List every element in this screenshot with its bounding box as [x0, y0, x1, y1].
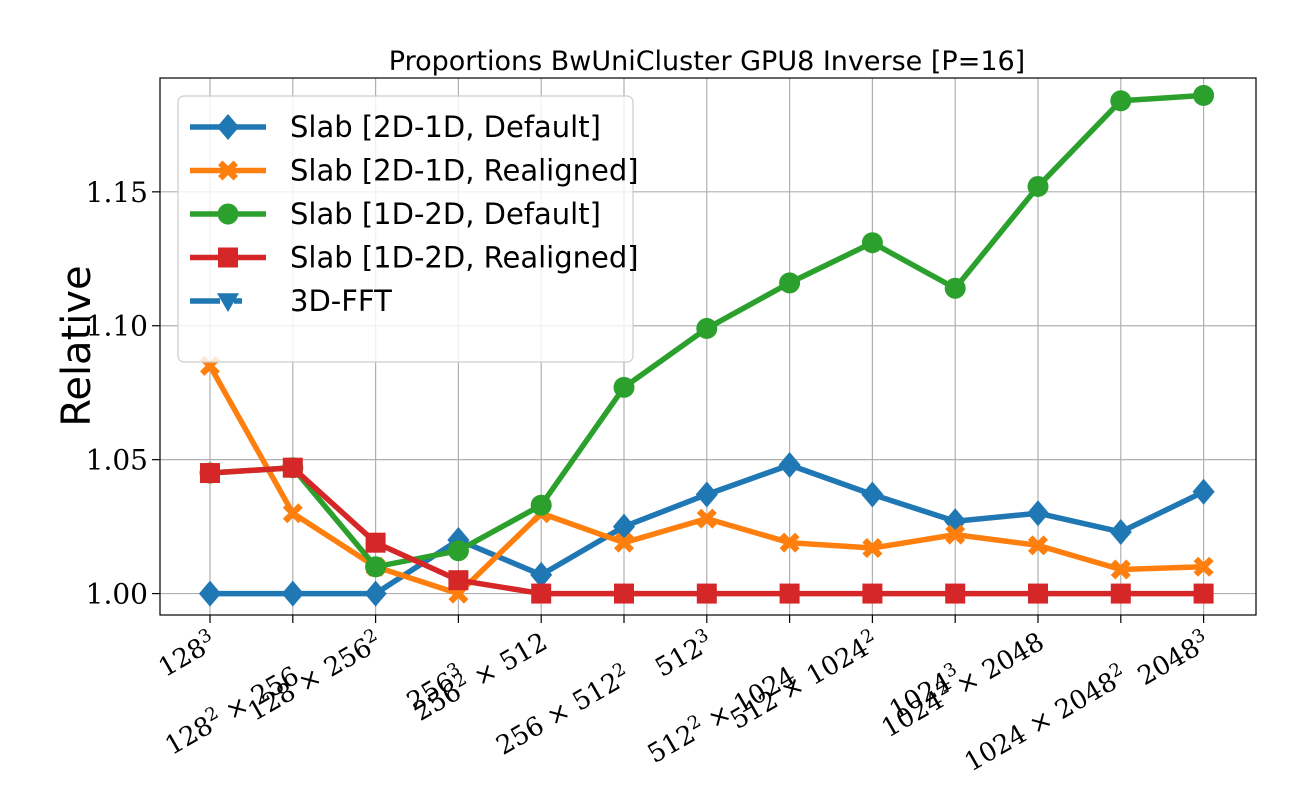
data-point	[696, 317, 718, 339]
series-0	[198, 452, 1215, 607]
data-point	[612, 513, 636, 540]
series-layer	[198, 84, 1215, 607]
data-point	[944, 277, 966, 299]
data-point	[779, 272, 801, 294]
data-point	[282, 503, 303, 524]
y-tick-label: 1.10	[86, 310, 148, 343]
data-point	[530, 561, 553, 588]
data-point	[778, 452, 801, 479]
data-point	[531, 583, 552, 604]
data-point	[696, 583, 717, 604]
chart-title: Proportions BwUniCluster GPU8 Inverse [P…	[389, 46, 1025, 77]
data-point	[281, 580, 304, 607]
data-point	[365, 556, 387, 578]
legend-label: Slab [1D-2D, Realigned]	[290, 241, 639, 275]
x-tick-label: 20483	[1131, 624, 1215, 691]
legend-label: 3D-FFT	[290, 284, 392, 318]
data-point	[779, 583, 800, 604]
data-point	[1028, 535, 1048, 556]
data-point	[696, 508, 717, 529]
data-point	[448, 570, 469, 591]
data-point	[1193, 84, 1215, 106]
legend-box	[177, 95, 634, 363]
data-point	[614, 583, 634, 604]
data-point	[447, 540, 469, 562]
data-point	[530, 494, 552, 516]
data-point	[282, 457, 303, 478]
data-point	[1027, 175, 1049, 197]
legend-item: Slab [1D-2D, Realigned]	[190, 241, 639, 275]
x-tick-label: 1283	[152, 624, 221, 683]
series-3	[200, 457, 1214, 604]
data-point	[198, 580, 222, 607]
data-point	[861, 481, 884, 508]
legend-label: Slab [2D-1D, Realigned]	[290, 154, 639, 188]
legend-marker	[218, 160, 238, 181]
data-point	[1192, 478, 1215, 505]
data-point	[614, 532, 634, 553]
x-tick-label: 512 × 10242	[724, 624, 884, 735]
data-point	[1110, 90, 1132, 112]
legend-marker	[217, 203, 239, 225]
x-tick-label: 5123	[649, 624, 718, 683]
legend-item: Slab [1D-2D, Default]	[190, 197, 601, 231]
data-point	[862, 538, 883, 559]
data-point	[1028, 583, 1048, 604]
legend-marker	[217, 293, 239, 312]
data-point	[1026, 500, 1050, 527]
plot-frame	[159, 77, 1257, 616]
legend-item: 3D-FFT	[190, 284, 392, 318]
data-point	[1110, 559, 1131, 580]
data-point	[365, 532, 386, 553]
y-tick-label: 1.00	[86, 578, 148, 611]
y-tick-label: 1.15	[86, 176, 148, 209]
legend-label: Slab [2D-1D, Default]	[290, 110, 601, 144]
data-point	[945, 583, 966, 604]
legend-marker	[216, 114, 240, 140]
data-point	[1109, 518, 1132, 545]
data-point	[862, 583, 883, 604]
data-point	[200, 463, 220, 484]
data-point	[1193, 583, 1214, 604]
legend-marker	[218, 247, 238, 268]
legend-item: Slab [2D-1D, Realigned]	[190, 154, 639, 188]
legend: Slab [2D-1D, Default] Slab [2D-1D, Realig…	[177, 95, 639, 363]
data-point	[779, 532, 800, 553]
data-point	[364, 580, 387, 607]
data-point	[861, 232, 883, 254]
data-point	[1193, 556, 1214, 577]
y-axis-label: Relative	[54, 265, 100, 426]
y-tick-labels: 1.00 1.05 1.10 1.15	[86, 176, 160, 611]
data-point	[613, 376, 635, 398]
data-point	[695, 481, 718, 508]
y-tick-label: 1.05	[86, 444, 148, 477]
data-point	[945, 524, 966, 545]
legend-label: Slab [1D-2D, Default]	[290, 197, 601, 231]
data-point	[1110, 583, 1131, 604]
legend-item: Slab [2D-1D, Default]	[190, 110, 601, 144]
